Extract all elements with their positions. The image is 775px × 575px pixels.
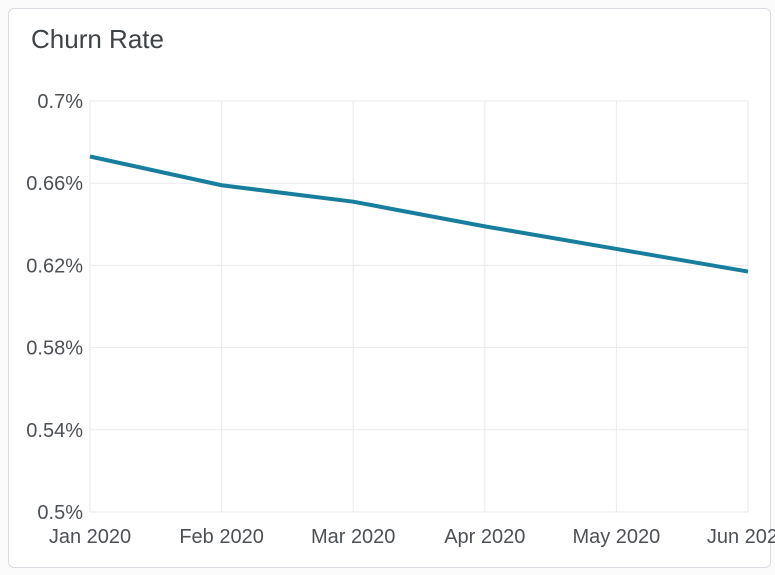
- y-tick-label: 0.54%: [26, 420, 83, 442]
- churn-rate-line-chart: 0.7% 0.66% 0.62% 0.58% 0.54% 0.5%Jan 2020 Feb …: [26, 91, 775, 548]
- x-tick-label: Jan 2020: [49, 526, 131, 548]
- y-tick-label: 0.58%: [26, 338, 83, 360]
- y-tick-label: 0.5%: [37, 502, 83, 524]
- x-tick-label: May 2020: [572, 526, 660, 548]
- x-tick-label: Mar 2020: [311, 526, 396, 548]
- y-tick-label: 0.7%: [37, 91, 83, 113]
- x-tick-label: Apr 2020: [444, 526, 525, 548]
- churn-rate-card: Churn Rate 0.7% 0.66% 0.62% 0.58% 0.54% 0.5% J…: [8, 8, 775, 568]
- y-tick-label: 0.66%: [26, 173, 83, 195]
- chart-title: Churn Rate: [31, 24, 164, 54]
- series-line-churn-rate: [89, 154, 749, 274]
- x-tick-label: Feb 2020: [179, 526, 264, 548]
- y-tick-label: 0.62%: [26, 255, 83, 277]
- x-tick-label: Jun 2020: [707, 526, 775, 548]
